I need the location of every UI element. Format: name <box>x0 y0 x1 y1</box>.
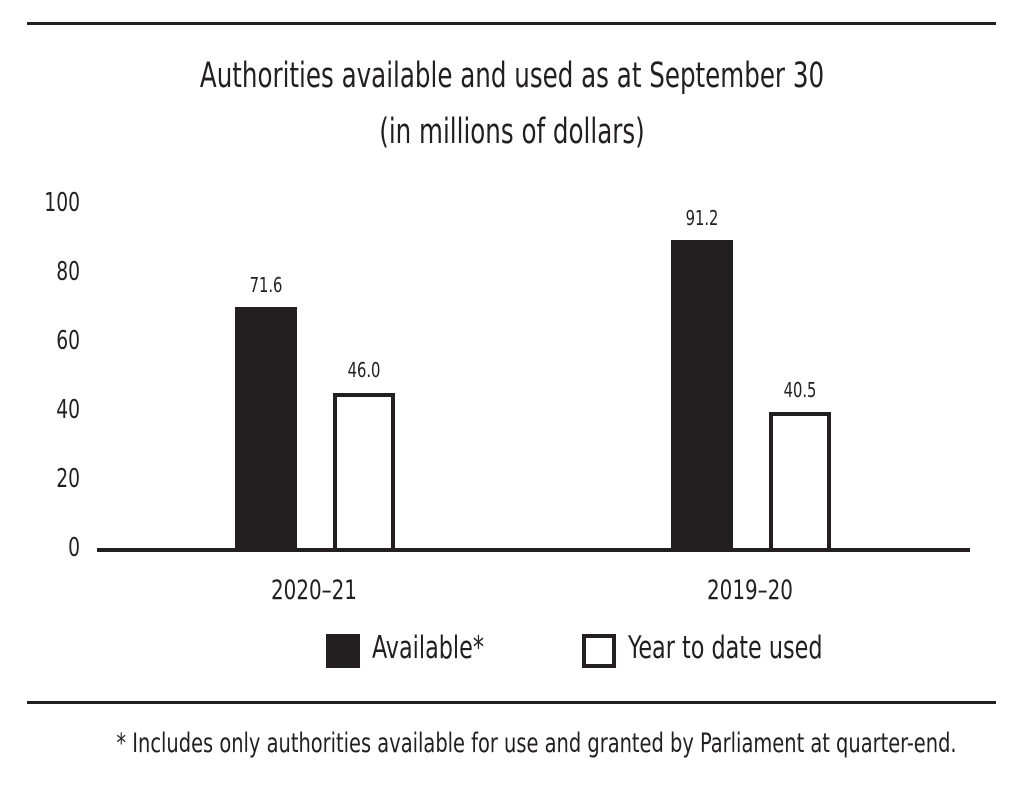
category-label-2020-21: 2020–21 <box>271 575 357 606</box>
value-label-available-2019-20: 91.2 <box>685 206 719 230</box>
chart-title-line2: (in millions of dollars) <box>379 112 645 152</box>
value-label-used-2019-20: 40.5 <box>783 378 817 402</box>
legend-swatch-used <box>582 634 616 668</box>
bar-used-2020-21 <box>333 393 395 550</box>
top-rule <box>27 22 996 25</box>
footnote: * Includes only authorities available fo… <box>116 728 957 759</box>
x-axis-baseline <box>97 548 970 552</box>
chart-title-line1: Authorities available and used as at Sep… <box>199 56 825 96</box>
y-tick-40: 40 <box>56 395 80 425</box>
legend-label-available: Available* <box>372 630 484 666</box>
value-label-available-2020-21: 71.6 <box>249 273 283 297</box>
y-tick-60: 60 <box>56 326 80 356</box>
y-tick-0: 0 <box>68 533 80 563</box>
bar-available-2019-20 <box>671 240 733 550</box>
bar-used-2019-20 <box>769 412 831 550</box>
bottom-rule <box>27 701 996 704</box>
legend-swatch-available <box>326 634 360 668</box>
y-tick-20: 20 <box>56 464 80 494</box>
bar-available-2020-21 <box>235 307 297 550</box>
y-tick-80: 80 <box>56 257 80 287</box>
y-tick-100: 100 <box>44 188 80 218</box>
value-label-used-2020-21: 46.0 <box>347 358 381 382</box>
legend-label-used: Year to date used <box>628 630 823 666</box>
category-label-2019-20: 2019–20 <box>707 575 793 606</box>
